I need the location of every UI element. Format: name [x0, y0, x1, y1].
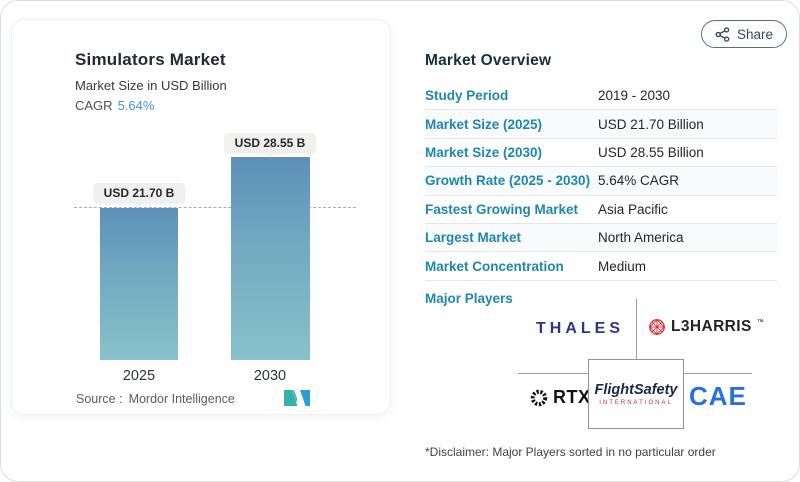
flightsafety-international-label: INTERNATIONAL: [599, 400, 673, 406]
source-attribution: Source : Mordor Intelligence: [76, 392, 235, 406]
bar-2030: [231, 157, 310, 360]
cagr-value: 5.64%: [117, 98, 155, 113]
chart-card: Simulators Market Market Size in USD Bil…: [11, 19, 391, 415]
bar-value-callout-2030: USD 28.55 B: [224, 133, 316, 153]
x-axis-label-2025: 2025: [122, 368, 156, 384]
row-value: Asia Pacific: [598, 201, 668, 217]
share-button-label: Share: [737, 26, 774, 42]
bar-2025: [100, 208, 178, 360]
chart-title: Simulators Market: [75, 50, 226, 69]
share-icon: [715, 26, 730, 42]
reference-dashed-line: [74, 207, 356, 208]
overview-title: Market Overview: [425, 52, 552, 69]
row-label: Market Concentration: [425, 258, 564, 274]
row-value: North America: [598, 230, 684, 246]
rtx-wordmark: RTX: [553, 387, 591, 407]
l3harris-logo: L3HARRIS ™: [648, 318, 764, 336]
table-row: Study Period 2019 - 2030: [425, 82, 777, 111]
table-row: Largest Market North America: [425, 223, 777, 253]
row-label: Growth Rate (2025 - 2030): [425, 173, 591, 189]
x-axis-label-2030: 2030: [253, 368, 287, 384]
row-label: Fastest Growing Market: [425, 201, 579, 217]
row-label: Market Size (2025): [425, 116, 543, 132]
table-row: Market Size (2025) USD 21.70 Billion: [425, 110, 777, 139]
bar-value-callout-2025: USD 21.70 B: [93, 183, 185, 203]
table-row: Fastest Growing Market Asia Pacific: [425, 196, 777, 224]
row-value: USD 28.55 Billion: [598, 144, 704, 160]
row-label: Market Size (2030): [425, 144, 543, 160]
chart-subtitle: Market Size in USD Billion: [75, 78, 227, 93]
rtx-sunburst-icon: [530, 389, 548, 406]
table-row: Growth Rate (2025 - 2030) 5.64% CAGR: [425, 167, 777, 196]
share-button[interactable]: Share: [701, 20, 788, 48]
flightsafety-logo: FlightSafety INTERNATIONAL: [588, 359, 684, 429]
major-players-label: Major Players: [425, 291, 513, 306]
table-row: Market Size (2030) USD 28.55 Billion: [425, 139, 777, 168]
chart-cagr-line: CAGR 5.64%: [75, 98, 154, 113]
row-value: 5.64% CAGR: [598, 173, 680, 189]
l3harris-wordmark: L3HARRIS: [671, 318, 752, 335]
l3harris-globe-icon: [649, 319, 665, 335]
l3harris-trademark: ™: [756, 318, 764, 326]
cae-logo: CAE: [689, 381, 747, 411]
row-value: 2019 - 2030: [598, 88, 671, 104]
row-value: Medium: [598, 258, 647, 274]
players-divider-vertical: [636, 299, 637, 359]
row-value: USD 21.70 Billion: [598, 116, 704, 132]
source-label: Source :: [76, 392, 123, 406]
row-label: Largest Market: [425, 230, 522, 246]
disclaimer-text: *Disclaimer: Major Players sorted in no …: [425, 445, 716, 459]
row-label: Study Period: [425, 88, 509, 104]
mordor-intelligence-logo-icon: [284, 390, 310, 406]
overview-table: Study Period 2019 - 2030 Market Size (20…: [425, 82, 777, 281]
flightsafety-wordmark: FlightSafety: [594, 382, 678, 398]
cagr-label: CAGR: [75, 98, 113, 113]
table-row: Market Concentration Medium: [425, 252, 777, 281]
rtx-logo: RTX: [529, 387, 591, 408]
thales-logo: THALES: [536, 320, 624, 337]
source-value: Mordor Intelligence: [128, 392, 235, 406]
